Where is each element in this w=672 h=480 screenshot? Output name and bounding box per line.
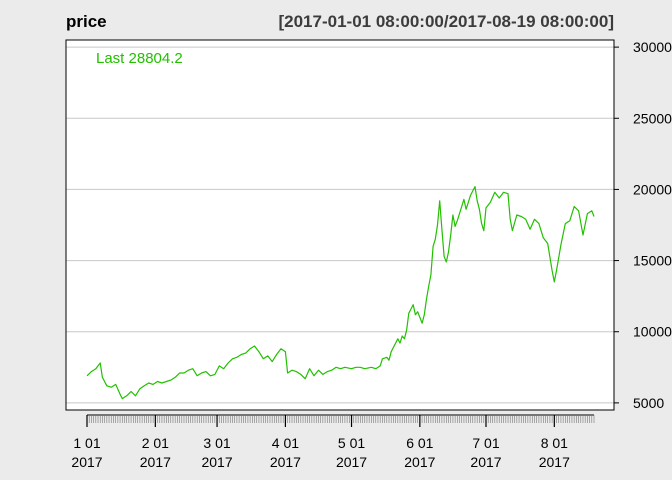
y-tick-label: 15000 <box>633 253 672 269</box>
y-tick-label: 5000 <box>633 395 664 411</box>
plot-area <box>66 40 614 410</box>
y-axis: 5000 10000 15000 20000 25000 30000 <box>614 39 672 411</box>
x-tick-year-label: 2017 <box>140 454 171 470</box>
x-tick-year-label: 2017 <box>539 454 570 470</box>
y-tick-label: 10000 <box>633 324 672 340</box>
x-tick-label: 5 01 <box>338 435 365 451</box>
plot-frame <box>65 39 615 411</box>
x-tick-label: 4 01 <box>272 435 299 451</box>
y-tick-label: 30000 <box>633 39 672 55</box>
x-tick-label: 2 01 <box>142 435 169 451</box>
x-tick-year-label: 2017 <box>470 454 501 470</box>
x-axis: 1 01 2017 2 01 2017 3 01 2017 4 01 2017 5 01 2017… <box>71 414 595 470</box>
x-tick-label: 7 01 <box>472 435 499 451</box>
last-value-label: Last 28804.2 <box>96 50 183 67</box>
x-tick-year-label: 2017 <box>404 454 435 470</box>
x-tick-label: 3 01 <box>203 435 230 451</box>
x-tick-year-label: 2017 <box>270 454 301 470</box>
y-tick-label: 20000 <box>633 181 672 197</box>
price-line <box>86 186 595 400</box>
chart-title: price <box>66 12 107 31</box>
x-tick-year-label: 2017 <box>71 454 102 470</box>
y-tick-label: 25000 <box>633 110 672 126</box>
date-range-label: [2017-01-01 08:00:00/2017-08-19 08:00:00… <box>278 12 614 31</box>
x-tick-year-label: 2017 <box>336 454 367 470</box>
x-tick-label: 8 01 <box>541 435 568 451</box>
x-tick-year-label: 2017 <box>201 454 232 470</box>
x-tick-label: 1 01 <box>73 435 100 451</box>
series-layer <box>86 186 595 400</box>
x-tick-label: 6 01 <box>406 435 433 451</box>
gridlines <box>66 46 614 404</box>
